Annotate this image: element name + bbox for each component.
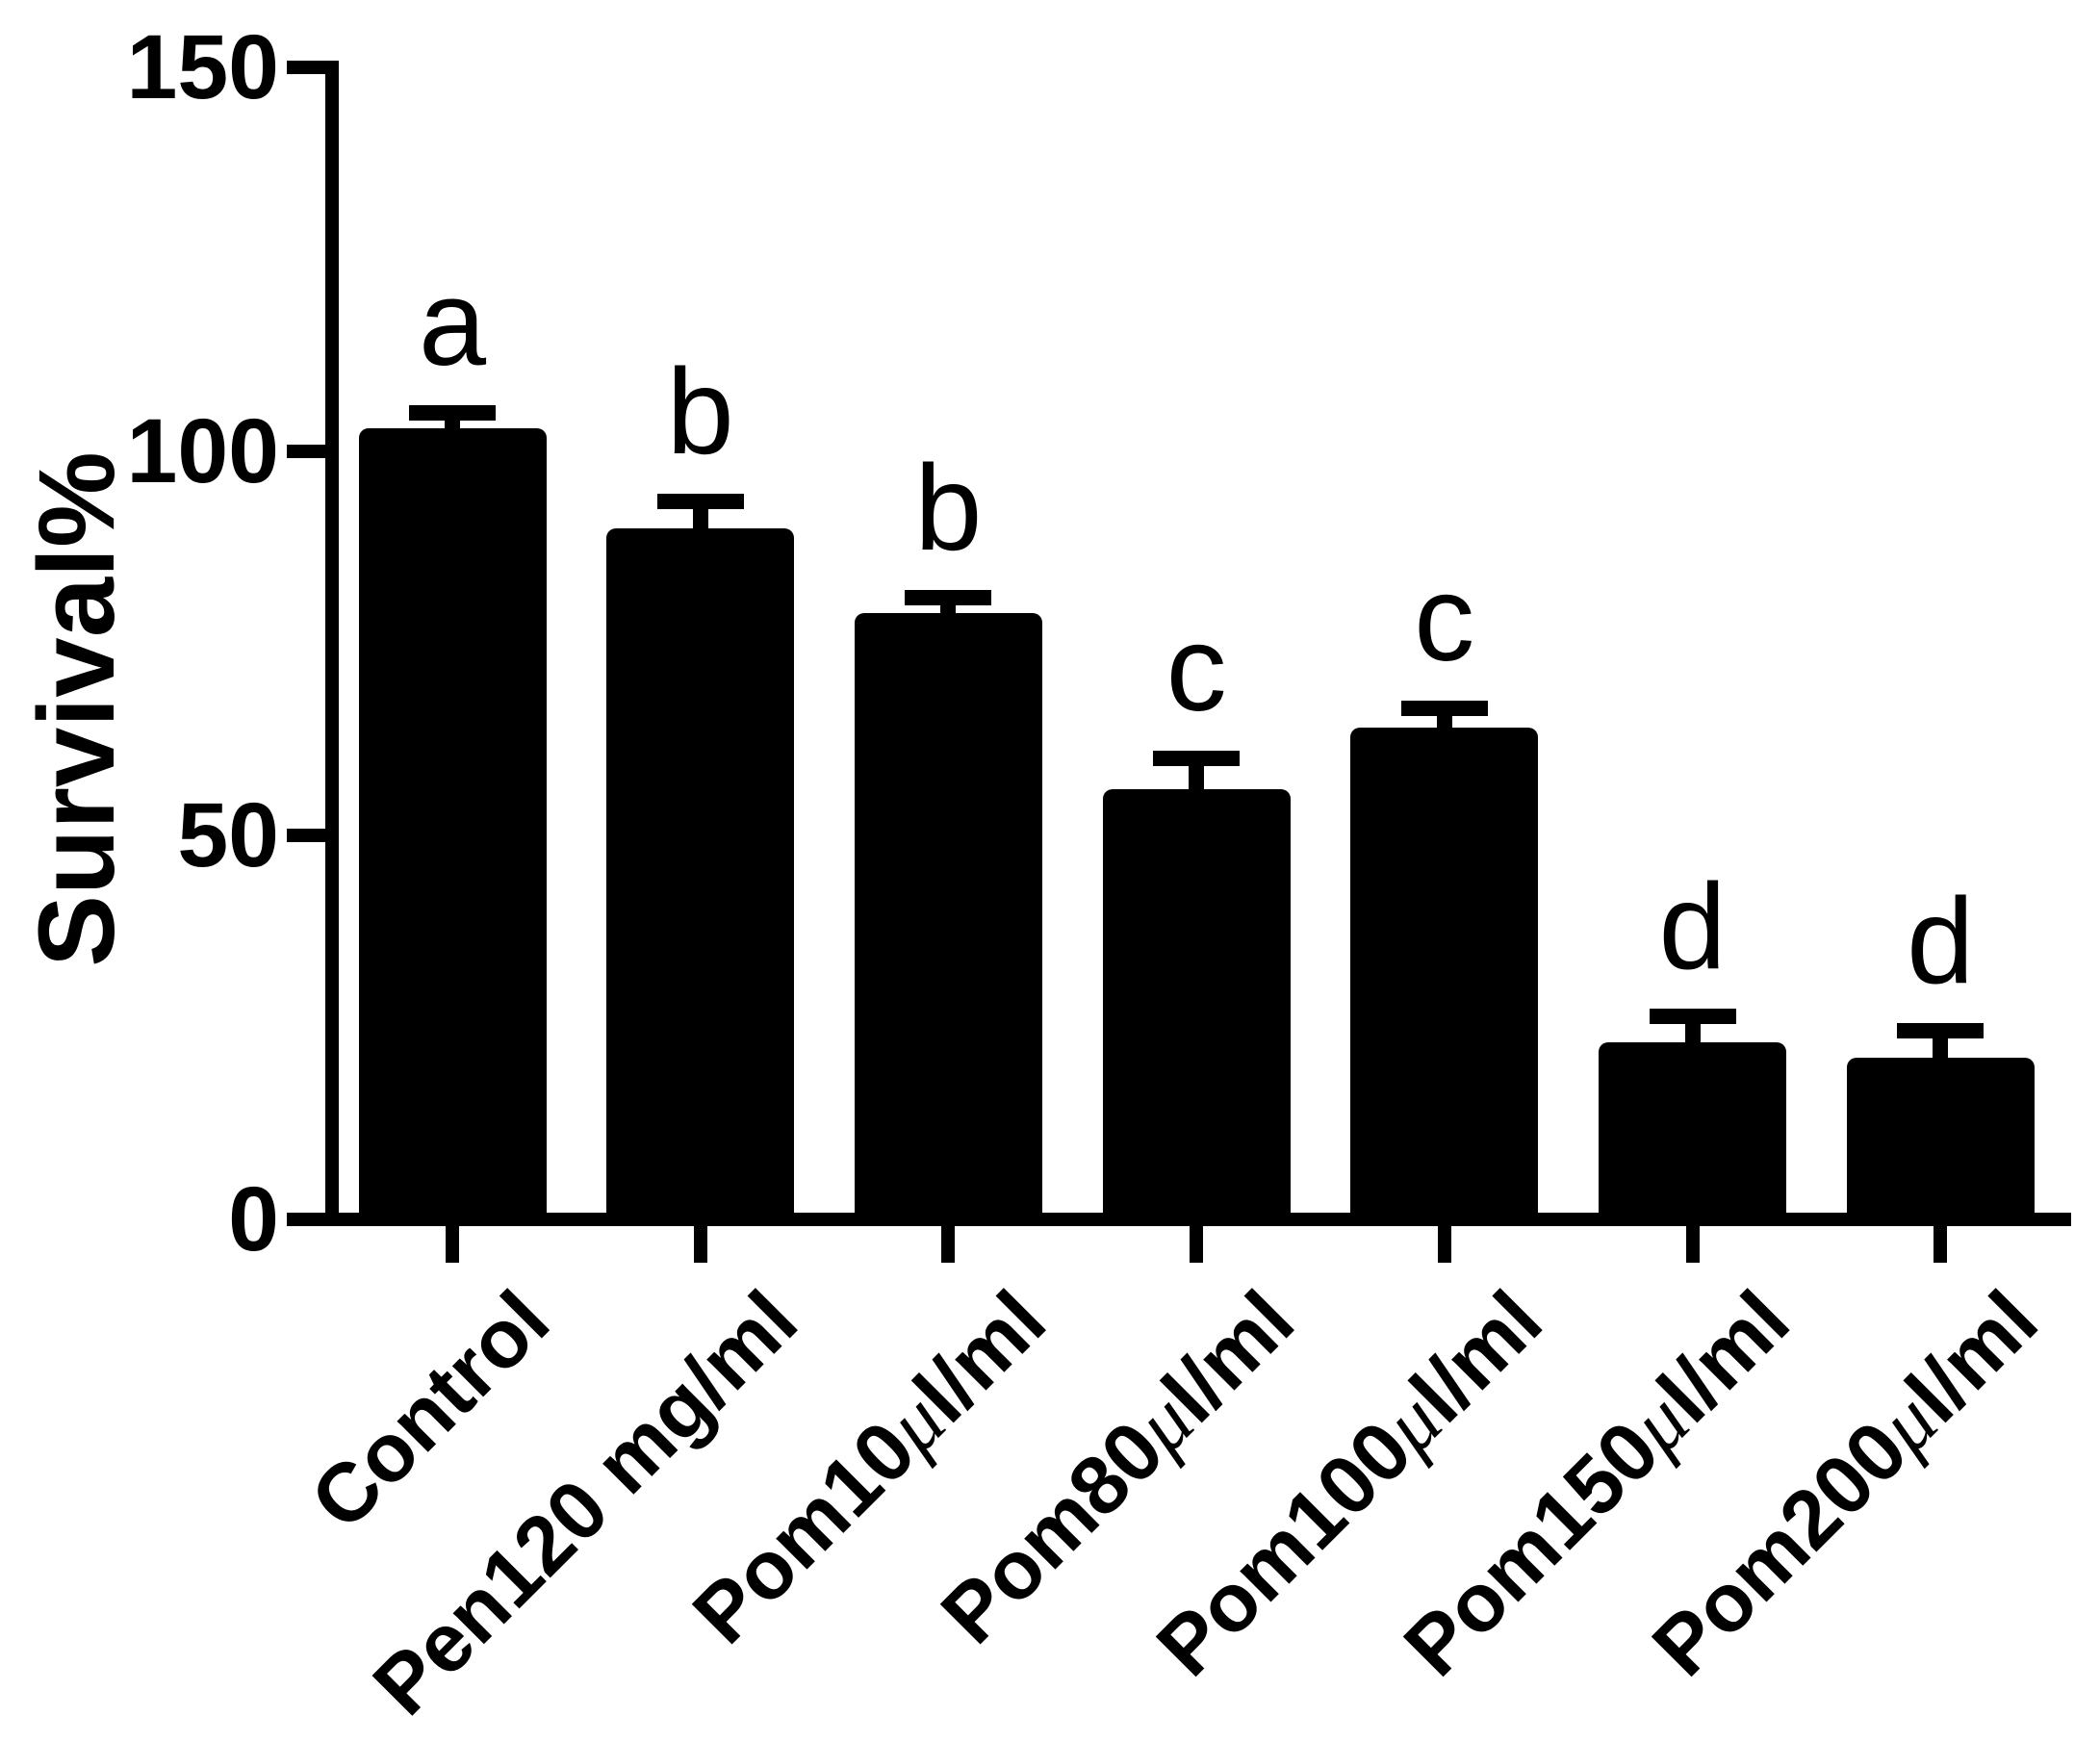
significance-letter: b [666, 343, 734, 479]
significance-letter: d [1658, 858, 1727, 994]
error-bar-stem [1684, 1015, 1701, 1067]
y-axis-tick [287, 1213, 325, 1226]
error-bar-stem [692, 500, 708, 552]
error-bar-cap [656, 493, 744, 509]
error-bar-stem [1436, 708, 1452, 753]
y-axis-tick-label: 100 [126, 400, 279, 502]
error-bar-cap [1649, 1008, 1736, 1024]
error-bar-cap [409, 405, 496, 422]
bar [1599, 1042, 1786, 1226]
x-axis-tick [693, 1226, 707, 1263]
x-axis-tick-label: Pen120 mg/ml [356, 1273, 815, 1733]
y-axis-tick-label: 150 [126, 16, 279, 118]
y-axis-tick [287, 61, 325, 74]
significance-letter: c [1165, 601, 1227, 737]
y-axis-line [325, 61, 339, 1226]
mu-glyph: μ [1611, 1374, 1707, 1470]
bar [854, 612, 1042, 1226]
mu-glyph: μ [1115, 1374, 1211, 1470]
error-bar-stem [445, 413, 460, 453]
x-axis-tick [1685, 1226, 1700, 1263]
y-axis-tick-label: 50 [177, 784, 279, 886]
error-bar-stem [1933, 1031, 1949, 1083]
bar [1350, 728, 1539, 1226]
bar [1102, 789, 1291, 1226]
mu-glyph: μ [1859, 1374, 1955, 1470]
bar [1846, 1058, 2035, 1226]
mu-glyph: μ [1363, 1374, 1459, 1470]
y-axis-tick [287, 445, 325, 458]
error-bar-cap [905, 589, 992, 605]
y-axis-tick [287, 829, 325, 842]
error-bar-cap [1153, 751, 1241, 767]
significance-letter: b [914, 439, 983, 576]
significance-letter: a [418, 255, 487, 392]
y-axis-tick-label: 0 [228, 1168, 279, 1270]
x-axis-tick [1934, 1226, 1948, 1263]
x-axis-tick [941, 1226, 956, 1263]
significance-letter: d [1907, 873, 1975, 1010]
mu-glyph: μ [867, 1374, 962, 1470]
error-bar-stem [940, 597, 957, 637]
x-axis-tick [1190, 1226, 1204, 1263]
error-bar-stem [1189, 758, 1205, 814]
bar [358, 428, 547, 1226]
error-bar-cap [1897, 1023, 1985, 1039]
significance-letter: c [1414, 551, 1475, 687]
x-axis-tick [446, 1226, 459, 1263]
bar [606, 527, 795, 1226]
error-bar-cap [1400, 701, 1488, 717]
x-axis-tick [1437, 1226, 1451, 1263]
